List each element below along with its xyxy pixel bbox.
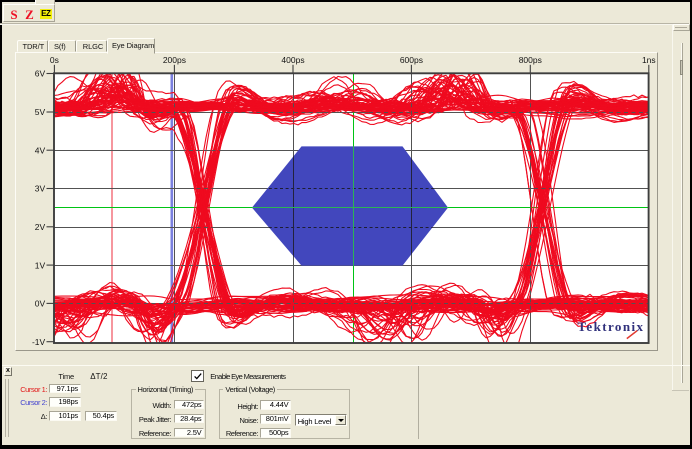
svg-text:800ps: 800ps <box>519 55 542 65</box>
svg-text:200ps: 200ps <box>163 55 186 65</box>
svg-text:0V: 0V <box>35 299 46 309</box>
svg-text:3V: 3V <box>35 184 46 194</box>
svg-text:Tektronix: Tektronix <box>578 319 644 334</box>
svg-text:2V: 2V <box>35 222 46 232</box>
svg-text:4V: 4V <box>35 145 46 155</box>
svg-text:1ns: 1ns <box>642 55 656 65</box>
svg-text:5V: 5V <box>35 107 46 117</box>
svg-text:600ps: 600ps <box>400 55 423 65</box>
svg-text:6V: 6V <box>35 69 46 79</box>
svg-text:1V: 1V <box>35 260 46 270</box>
svg-text:-1V: -1V <box>32 337 46 347</box>
svg-text:0s: 0s <box>50 55 59 65</box>
svg-text:400ps: 400ps <box>281 55 304 65</box>
